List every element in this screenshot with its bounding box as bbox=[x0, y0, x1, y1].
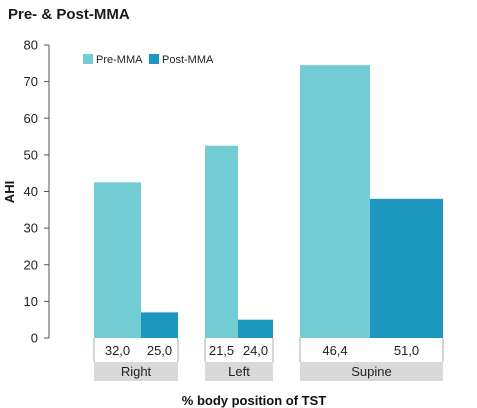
pct-label-post-mma-left: 24,0 bbox=[243, 343, 268, 358]
category-band-right bbox=[94, 362, 178, 381]
chart-title: Pre- & Post-MMA bbox=[8, 6, 130, 23]
category-label-right: Right bbox=[121, 364, 152, 379]
pct-label-post-mma-supine: 51,0 bbox=[394, 343, 419, 358]
bar-post-mma-supine bbox=[370, 198, 443, 338]
category-band-supine bbox=[300, 362, 443, 381]
pct-label-pre-mma-right: 32,0 bbox=[105, 343, 130, 358]
category-labels: Right Left Supine bbox=[93, 338, 444, 381]
category-band-left bbox=[205, 362, 273, 381]
y-tick-label: 20 bbox=[24, 257, 38, 272]
x-axis-label: % body position of TST bbox=[182, 393, 326, 408]
pct-label-pre-mma-supine: 46,4 bbox=[322, 343, 347, 358]
legend-label-post-mma: Post-MMA bbox=[162, 54, 214, 66]
y-tick-label: 30 bbox=[24, 221, 38, 236]
y-tick-label: 70 bbox=[24, 74, 38, 89]
bar-pre-mma-left bbox=[205, 145, 238, 338]
y-tick-label: 60 bbox=[24, 111, 38, 126]
legend-swatch-pre-mma bbox=[83, 54, 93, 64]
y-ticks: 0 10 20 30 40 50 60 70 80 bbox=[24, 38, 49, 346]
percent-labels: 32,0 25,0 21,5 24,0 46,4 51,0 bbox=[105, 343, 419, 358]
legend-label-pre-mma: Pre-MMA bbox=[96, 54, 143, 66]
y-tick-label: 50 bbox=[24, 147, 38, 162]
category-label-left: Left bbox=[228, 364, 250, 379]
y-tick-label: 0 bbox=[31, 331, 38, 346]
y-tick-label: 10 bbox=[24, 294, 38, 309]
y-tick-label: 80 bbox=[24, 38, 38, 53]
bar-pre-mma-right bbox=[94, 182, 141, 338]
pct-label-pre-mma-left: 21,5 bbox=[209, 343, 234, 358]
bar-post-mma-right bbox=[141, 312, 178, 338]
pct-label-post-mma-right: 25,0 bbox=[147, 343, 172, 358]
legend-swatch-post-mma bbox=[149, 54, 159, 64]
y-tick-label: 40 bbox=[24, 184, 38, 199]
category-label-supine: Supine bbox=[351, 364, 391, 379]
bar-pre-mma-supine bbox=[300, 65, 370, 339]
y-axis-label: AHI bbox=[2, 181, 17, 203]
bar-post-mma-left bbox=[238, 319, 273, 338]
legend: Pre-MMA Post-MMA bbox=[83, 54, 214, 66]
bars bbox=[94, 65, 443, 339]
